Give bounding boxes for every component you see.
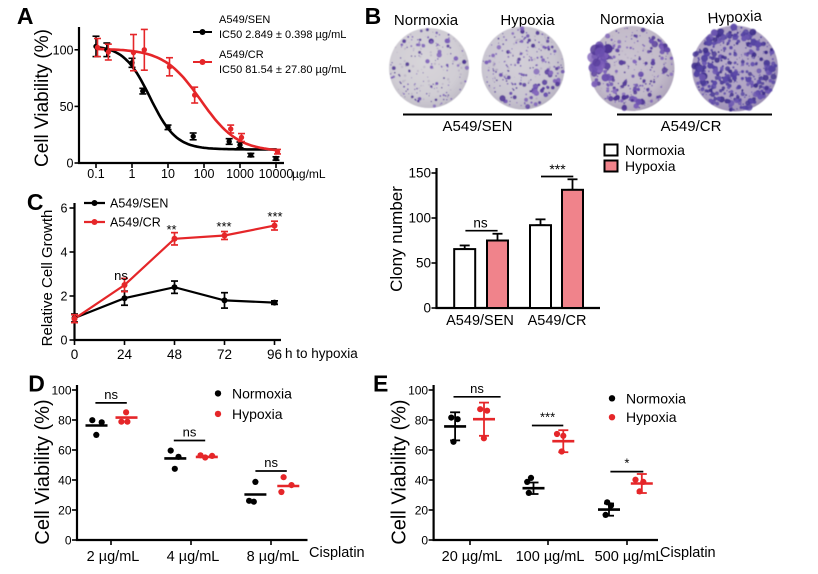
svg-text:A549/SEN: A549/SEN bbox=[442, 118, 512, 135]
svg-text:Cisplatin: Cisplatin bbox=[660, 545, 716, 561]
svg-text:40: 40 bbox=[415, 474, 429, 488]
svg-text:µg/mL: µg/mL bbox=[292, 167, 326, 181]
svg-text:1000: 1000 bbox=[226, 167, 254, 181]
svg-text:Cell Viability (%): Cell Viability (%) bbox=[32, 399, 54, 544]
svg-text:Hypoxia: Hypoxia bbox=[625, 158, 676, 174]
svg-text:2: 2 bbox=[61, 290, 68, 304]
svg-text:***: *** bbox=[216, 219, 231, 234]
svg-text:IC50 81.54 ± 27.80 µg/mL: IC50 81.54 ± 27.80 µg/mL bbox=[219, 64, 346, 76]
svg-text:Normoxia: Normoxia bbox=[232, 385, 292, 401]
svg-text:Hypoxia: Hypoxia bbox=[626, 409, 677, 425]
svg-text:**: ** bbox=[166, 222, 176, 237]
svg-text:50: 50 bbox=[60, 100, 74, 114]
svg-text:0: 0 bbox=[421, 534, 428, 548]
svg-text:ns: ns bbox=[264, 455, 278, 470]
svg-text:Cisplatin: Cisplatin bbox=[309, 545, 365, 561]
svg-text:100: 100 bbox=[53, 43, 74, 57]
svg-text:ns: ns bbox=[470, 381, 484, 396]
svg-text:Clony number: Clony number bbox=[387, 186, 406, 292]
svg-text:IC50 2.849 ± 0.398 µg/mL: IC50 2.849 ± 0.398 µg/mL bbox=[219, 29, 346, 41]
svg-text:A549/SEN: A549/SEN bbox=[110, 197, 168, 211]
svg-text:72: 72 bbox=[217, 347, 232, 362]
svg-text:100: 100 bbox=[408, 384, 428, 398]
svg-text:0: 0 bbox=[67, 157, 74, 171]
svg-text:*: * bbox=[624, 456, 629, 471]
svg-text:D: D bbox=[28, 371, 45, 397]
svg-text:80: 80 bbox=[415, 414, 429, 428]
svg-text:Cell Viability (%): Cell Viability (%) bbox=[389, 399, 411, 544]
svg-text:Normoxia: Normoxia bbox=[626, 390, 686, 406]
svg-text:10: 10 bbox=[161, 167, 175, 181]
svg-text:Hypoxia: Hypoxia bbox=[500, 12, 555, 29]
svg-text:B: B bbox=[365, 3, 382, 29]
svg-text:Normoxia: Normoxia bbox=[625, 142, 685, 158]
svg-text:2 µg/mL: 2 µg/mL bbox=[87, 549, 140, 565]
svg-text:500 µg/mL: 500 µg/mL bbox=[595, 549, 664, 565]
svg-text:24: 24 bbox=[117, 347, 133, 362]
svg-text:100: 100 bbox=[194, 167, 215, 181]
svg-text:20: 20 bbox=[58, 504, 72, 518]
svg-text:50: 50 bbox=[416, 256, 431, 271]
svg-text:A549/SEN: A549/SEN bbox=[446, 313, 514, 329]
svg-text:***: *** bbox=[540, 410, 555, 425]
svg-text:Relative Cell Growth: Relative Cell Growth bbox=[39, 210, 56, 347]
svg-text:8 µg/mL: 8 µg/mL bbox=[247, 549, 300, 565]
svg-text:0: 0 bbox=[65, 534, 72, 548]
svg-text:Hypoxia: Hypoxia bbox=[232, 406, 283, 422]
svg-text:Normoxia: Normoxia bbox=[394, 12, 459, 29]
svg-text:A549/CR: A549/CR bbox=[661, 118, 722, 135]
svg-text:1: 1 bbox=[129, 167, 136, 181]
svg-text:60: 60 bbox=[415, 444, 429, 458]
svg-text:4 µg/mL: 4 µg/mL bbox=[167, 549, 220, 565]
svg-text:ns: ns bbox=[104, 387, 118, 402]
svg-text:A549/CR: A549/CR bbox=[219, 49, 264, 61]
svg-text:Hypoxia: Hypoxia bbox=[707, 8, 763, 28]
svg-text:6: 6 bbox=[61, 202, 68, 216]
svg-text:Normoxia: Normoxia bbox=[600, 11, 665, 28]
svg-text:100 µg/mL: 100 µg/mL bbox=[516, 549, 585, 565]
svg-text:10000: 10000 bbox=[259, 167, 294, 181]
svg-text:100: 100 bbox=[51, 384, 71, 398]
svg-text:150: 150 bbox=[408, 166, 431, 181]
svg-text:ns: ns bbox=[473, 216, 488, 231]
svg-text:0: 0 bbox=[71, 347, 79, 362]
svg-text:20: 20 bbox=[415, 504, 429, 518]
svg-text:C: C bbox=[27, 189, 44, 215]
svg-text:48: 48 bbox=[167, 347, 182, 362]
svg-text:0: 0 bbox=[61, 334, 68, 348]
svg-text:96: 96 bbox=[267, 347, 282, 362]
svg-text:ns: ns bbox=[183, 425, 197, 440]
svg-text:Cell Viability (%): Cell Viability (%) bbox=[32, 29, 53, 167]
svg-text:80: 80 bbox=[58, 414, 72, 428]
svg-text:A: A bbox=[17, 3, 34, 29]
svg-text:E: E bbox=[373, 371, 388, 397]
svg-text:60: 60 bbox=[58, 444, 72, 458]
svg-text:0.1: 0.1 bbox=[87, 167, 104, 181]
svg-text:40: 40 bbox=[58, 474, 72, 488]
svg-text:100: 100 bbox=[408, 211, 431, 226]
svg-text:ns: ns bbox=[114, 268, 128, 283]
svg-text:h to hypoxia: h to hypoxia bbox=[285, 346, 358, 361]
svg-text:***: *** bbox=[267, 209, 282, 224]
svg-text:20 µg/mL: 20 µg/mL bbox=[442, 549, 503, 565]
svg-text:A549/SEN: A549/SEN bbox=[219, 14, 270, 26]
svg-text:A549/CR: A549/CR bbox=[528, 313, 587, 329]
svg-text:0: 0 bbox=[423, 301, 431, 316]
svg-text:***: *** bbox=[549, 161, 566, 177]
svg-text:4: 4 bbox=[61, 246, 68, 260]
svg-text:A549/CR: A549/CR bbox=[110, 216, 161, 230]
